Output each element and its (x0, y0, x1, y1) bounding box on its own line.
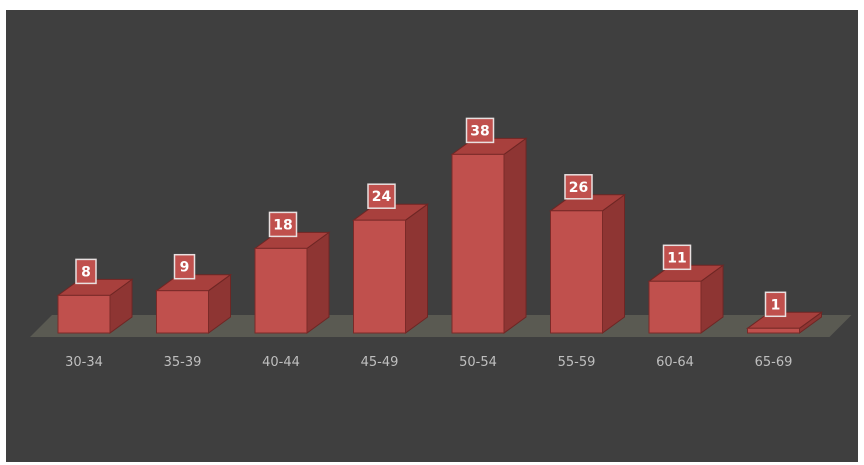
data-label: 26 (569, 180, 588, 196)
x-tick-label: 35-39 (164, 355, 202, 370)
bar-front-face (354, 220, 406, 333)
bar-front-face (157, 291, 209, 333)
data-label: 18 (273, 217, 292, 233)
x-tick-label: 55-59 (558, 355, 596, 370)
bar-front-face (255, 248, 307, 333)
bar-side-face (504, 138, 526, 333)
chart-area: 8 9 18 24 38 26 11 1 30-34 35-39 40-44 45-49 50-54 5… (6, 10, 858, 462)
bar-60-64: 11 (649, 245, 723, 333)
x-tick-label: 40-44 (262, 355, 300, 370)
bar-front-face (58, 295, 110, 333)
bar-front-face (452, 154, 504, 333)
data-label: 38 (470, 123, 489, 139)
bar-front-face (748, 328, 800, 333)
bar-50-54: 38 (452, 118, 526, 333)
bar-55-59: 26 (551, 175, 625, 333)
bar-front-face (551, 211, 603, 333)
data-label: 11 (667, 250, 686, 266)
x-tick-label: 30-34 (65, 355, 103, 370)
bar-45-49: 24 (354, 184, 428, 333)
bar-40-44: 18 (255, 212, 329, 333)
bar-side-face (603, 195, 625, 333)
bar-side-face (307, 232, 329, 333)
x-tick-label: 65-69 (755, 355, 793, 370)
bar-side-face (406, 204, 428, 333)
bar-30-34: 8 (58, 259, 132, 333)
data-label: 9 (180, 260, 190, 276)
x-axis-ticks: 30-34 35-39 40-44 45-49 50-54 55-59 60-64 65-69 (65, 355, 792, 370)
data-label: 24 (372, 189, 392, 205)
chart-floor (30, 315, 852, 337)
data-label: 1 (771, 297, 781, 313)
data-label: 8 (81, 264, 91, 280)
bar-front-face (649, 281, 701, 333)
x-tick-label: 45-49 (361, 355, 399, 370)
bar-35-39: 9 (157, 255, 231, 333)
x-tick-label: 50-54 (459, 355, 497, 370)
x-tick-label: 60-64 (656, 355, 694, 370)
